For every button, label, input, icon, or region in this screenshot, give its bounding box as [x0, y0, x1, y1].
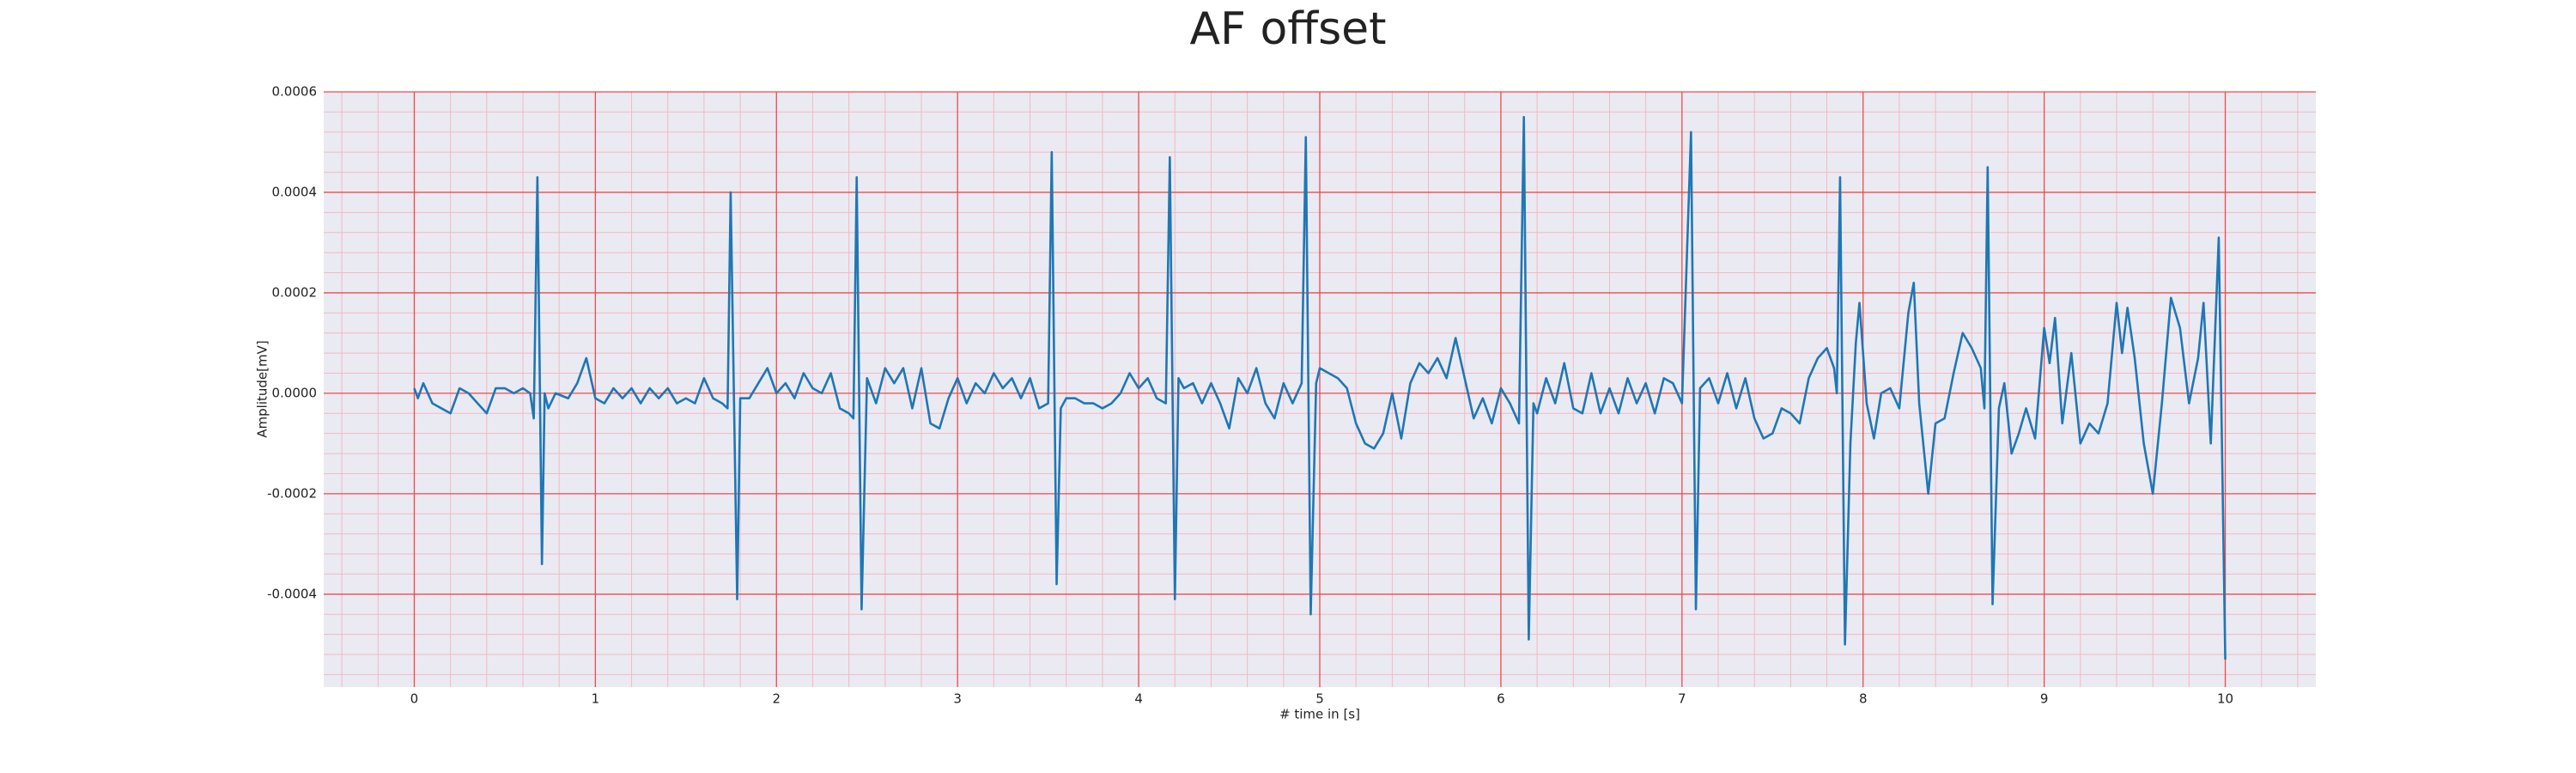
y-axis-label: Amplitude[mV]: [255, 340, 270, 437]
x-axis-label: # time in [s]: [1279, 707, 1360, 722]
x-tick-label: 8: [1859, 691, 1868, 707]
x-tick-label: 2: [772, 691, 781, 707]
y-tick-label: 0.0004: [272, 184, 318, 199]
x-tick-label: 3: [953, 691, 962, 707]
x-tick-label: 4: [1134, 691, 1143, 707]
x-tick-label: 0: [410, 691, 419, 707]
x-tick-label: 7: [1678, 691, 1686, 707]
line-series: [413, 115, 2227, 660]
y-tick-label: -0.0004: [267, 586, 317, 601]
y-tick-label: 0.0006: [272, 84, 318, 100]
y-tick-label: -0.0002: [267, 485, 317, 501]
x-tick-label: 1: [592, 691, 600, 707]
x-tick-label: 10: [2217, 691, 2233, 707]
chart-title: AF offset: [1189, 3, 1386, 55]
x-tick-label: 6: [1497, 691, 1505, 707]
y-tick-label: 0.0000: [272, 385, 318, 400]
x-tick-label: 5: [1315, 691, 1324, 707]
x-tick-label: 9: [2040, 691, 2049, 707]
y-tick-label: 0.0002: [272, 284, 318, 300]
